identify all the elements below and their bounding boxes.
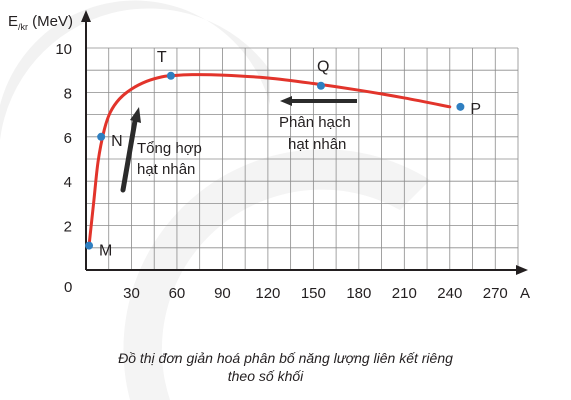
x-tick-label: 240 bbox=[437, 285, 462, 302]
y-tick-label: 4 bbox=[64, 174, 72, 191]
point-label-t: T bbox=[157, 49, 167, 66]
axes bbox=[81, 10, 528, 275]
x-tick-label: 30 bbox=[123, 285, 140, 302]
fission-label-line1: Phân hạch bbox=[279, 114, 351, 131]
point-m bbox=[85, 241, 94, 250]
grid bbox=[86, 47, 519, 270]
y-tick-label: 6 bbox=[64, 130, 72, 147]
fusion-arrow bbox=[120, 118, 138, 193]
fission-label-line2: hạt nhân bbox=[288, 136, 346, 153]
x-axis-label: A bbox=[520, 285, 530, 302]
caption-line1: Đồ thị đơn giản hoá phân bố năng lượng l… bbox=[118, 350, 453, 366]
y-tick-label: 8 bbox=[64, 85, 72, 102]
x-tick-label: 180 bbox=[346, 285, 371, 302]
watermark bbox=[0, 0, 430, 400]
point-label-p: P bbox=[470, 101, 481, 118]
point-label-q: Q bbox=[317, 59, 329, 76]
y-axis-arrowhead bbox=[81, 10, 91, 22]
fission-arrowhead bbox=[280, 96, 292, 106]
y-tick-label: 10 bbox=[55, 41, 72, 58]
tick-labels: 30 60 90 120 150 180 210 240 270 2 4 6 8 10 bbox=[55, 41, 507, 302]
point-q bbox=[316, 81, 325, 90]
point-t bbox=[166, 71, 175, 80]
x-tick-label: 60 bbox=[169, 285, 186, 302]
x-tick-label: 270 bbox=[483, 285, 508, 302]
origin-label: 0 bbox=[64, 279, 72, 296]
fusion-arrowhead bbox=[130, 107, 141, 123]
point-label-n: N bbox=[111, 133, 123, 150]
fission-annotation: Phân hạch hạt nhân bbox=[279, 96, 357, 153]
x-axis-arrowhead bbox=[516, 265, 528, 275]
x-tick-label: 210 bbox=[392, 285, 417, 302]
y-axis-label: E/kr (MeV) bbox=[8, 13, 73, 32]
point-label-m: M bbox=[99, 243, 112, 260]
fusion-label-line1: Tổng hợp bbox=[137, 140, 202, 157]
y-tick-label: 2 bbox=[64, 219, 72, 236]
point-n bbox=[97, 132, 106, 141]
point-p bbox=[456, 102, 465, 111]
x-tick-label: 120 bbox=[255, 285, 280, 302]
caption-line2: theo số khối bbox=[227, 368, 304, 384]
x-tick-label: 150 bbox=[301, 285, 326, 302]
fusion-label-line2: hạt nhân bbox=[137, 161, 195, 178]
points: M N T Q P bbox=[85, 49, 481, 260]
x-tick-label: 90 bbox=[214, 285, 231, 302]
fusion-annotation: Tổng hợp hạt nhân bbox=[120, 107, 202, 193]
